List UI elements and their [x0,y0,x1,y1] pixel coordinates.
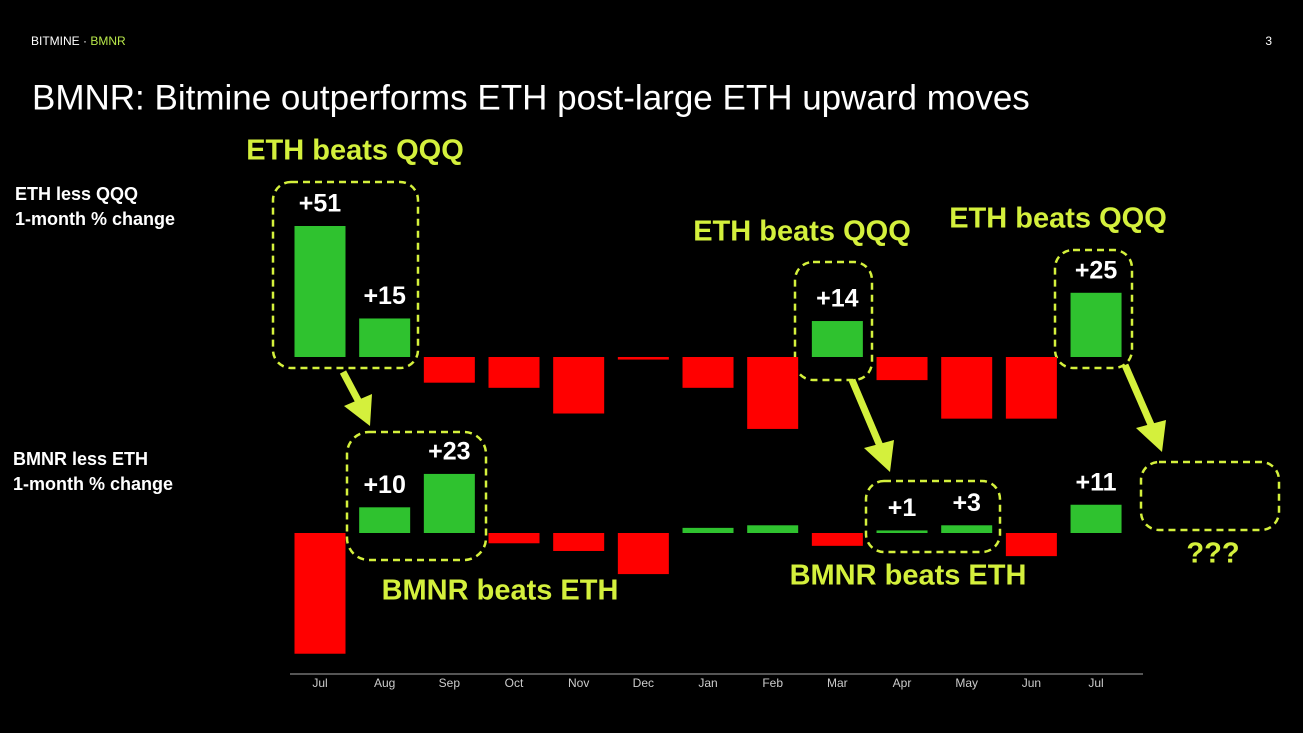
value-label: +1 [888,494,917,522]
x-tick-label: Mar [827,676,848,690]
value-label: +51 [299,190,342,218]
ticker: BMNR [90,34,126,48]
highlight-box [345,430,488,562]
bar [747,525,799,533]
x-tick-label: Feb [762,676,783,690]
value-label: +14 [816,285,859,313]
bar [876,357,928,381]
x-tick-label: May [955,676,978,690]
x-tick-label: Jan [698,676,717,690]
value-label: +25 [1075,256,1118,284]
y-label: ETH less QQQ [15,184,138,204]
x-tick-label: Sep [439,676,461,690]
x-tick-label: Jul [312,676,327,690]
annotation: ETH beats QQQ [949,203,1167,235]
arrows [339,363,1166,472]
annotation: BMNR beats ETH [382,575,619,607]
highlight-box [864,479,1002,554]
y-label: BMNR less ETH [13,449,148,469]
bar [682,527,734,533]
title: BMNR: Bitmine outperforms ETH post-large… [32,78,1030,117]
x-tick-label: Oct [505,676,524,690]
bar [294,533,346,654]
bar [941,357,993,419]
x-tick-label: Aug [374,676,395,690]
brand-name: BITMINE · [31,34,87,48]
highlight-box [793,260,874,382]
highlight-box [1139,460,1281,532]
x-tick-label: Dec [633,676,654,690]
annotation: ??? [1186,538,1239,570]
x-tick-label: Jun [1022,676,1041,690]
arrow [848,378,884,448]
bar [423,357,475,383]
bar [1070,292,1122,357]
value-label: +15 [363,282,406,310]
x-tick-label: Jul [1088,676,1103,690]
value-label: +10 [363,471,405,499]
bar [553,533,605,551]
bar [811,533,863,546]
bar [488,357,540,388]
x-tick-label: Nov [568,676,589,690]
arrowhead [1136,420,1166,452]
bar [682,357,734,388]
annotation: BMNR beats ETH [790,560,1027,592]
page-number: 3 [1265,34,1272,48]
bar [1005,357,1057,419]
bar [1005,533,1057,557]
bar [747,357,799,429]
value-label: +3 [952,489,981,517]
y-label: 1-month % change [15,209,175,229]
x-tick-label: Apr [893,676,912,690]
annotation: ETH beats QQQ [246,135,464,167]
bar [359,507,411,533]
bar [876,530,928,533]
bar [359,318,411,357]
highlight-box [271,180,420,370]
annotation: ETH beats QQQ [693,216,911,248]
bar [1070,504,1122,533]
arrowhead [864,440,894,472]
bar [811,321,863,357]
bar [941,525,993,533]
brand: BITMINE · BMNR [31,34,126,48]
bar [617,533,669,575]
bar [294,226,346,357]
arrow [1121,363,1156,429]
bar [423,473,475,533]
arrow [339,370,364,406]
bar [617,357,669,360]
highlight-box [1053,248,1134,370]
arrowhead [344,394,372,426]
bar [553,357,605,414]
value-label: +23 [428,438,470,466]
y-label: 1-month % change [13,474,173,494]
value-label: +11 [1076,468,1117,496]
bar [488,533,540,544]
